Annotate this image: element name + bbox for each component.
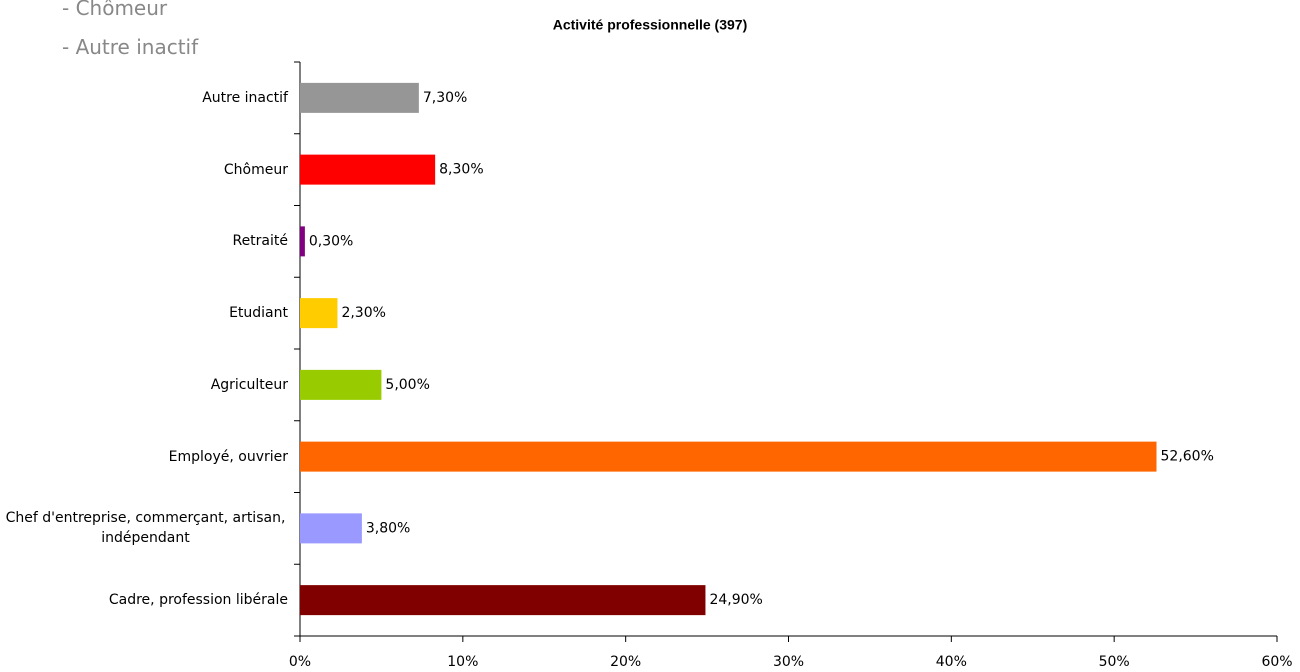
y-tick-label-box: Retraité	[0, 211, 288, 271]
y-tick-label: Etudiant	[229, 305, 288, 322]
x-tick-label: 20%	[610, 654, 641, 670]
bar	[300, 82, 419, 113]
data-label: 2,30%	[341, 305, 385, 321]
bar	[300, 441, 1157, 472]
bar	[300, 154, 436, 185]
x-tick-label: 30%	[773, 654, 804, 670]
y-tick-label: Retraité	[232, 233, 288, 250]
y-tick-label-box: Chômeur	[0, 140, 288, 200]
bar	[300, 513, 362, 544]
data-label: 3,80%	[366, 520, 410, 536]
bar	[300, 298, 338, 329]
y-tick-label-box: Employé, ouvrier	[0, 427, 288, 487]
x-tick-label: 40%	[936, 654, 967, 670]
y-tick-label-box: Agriculteur	[0, 355, 288, 415]
x-tick-label: 10%	[447, 654, 478, 670]
data-label: 52,60%	[1161, 449, 1214, 465]
x-tick-label: 60%	[1261, 654, 1292, 670]
chart-title: Activité professionnelle (397)	[553, 17, 748, 33]
y-tick-label-box: Cadre, profession libérale	[0, 570, 288, 630]
y-tick-label: Employé, ouvrier	[168, 448, 288, 465]
y-tick-label: Cadre, profession libérale	[108, 592, 288, 609]
y-tick-label: Chômeur	[223, 161, 288, 178]
bar	[300, 226, 305, 257]
y-tick-label-box: Chef d'entreprise, commerçant, artisan, …	[0, 498, 288, 558]
bar	[300, 369, 382, 400]
x-tick-label: 50%	[1099, 654, 1130, 670]
x-tick-label: 0%	[289, 654, 311, 670]
data-label: 7,30%	[423, 90, 467, 106]
list-item: - Chômeur	[62, 0, 168, 20]
data-label: 5,00%	[385, 377, 429, 393]
bar	[300, 585, 706, 616]
y-tick-label: Autre inactif	[202, 89, 288, 106]
y-tick-label: Chef d'entreprise, commerçant, artisan, …	[5, 510, 286, 547]
y-tick-label-box: Etudiant	[0, 283, 288, 343]
data-label: 24,90%	[709, 592, 762, 608]
y-tick-label: Agriculteur	[210, 376, 288, 393]
data-label: 0,30%	[309, 233, 353, 249]
list-item: - Autre inactif	[62, 35, 199, 59]
y-tick-label-box: Autre inactif	[0, 68, 288, 128]
data-label: 8,30%	[439, 162, 483, 178]
